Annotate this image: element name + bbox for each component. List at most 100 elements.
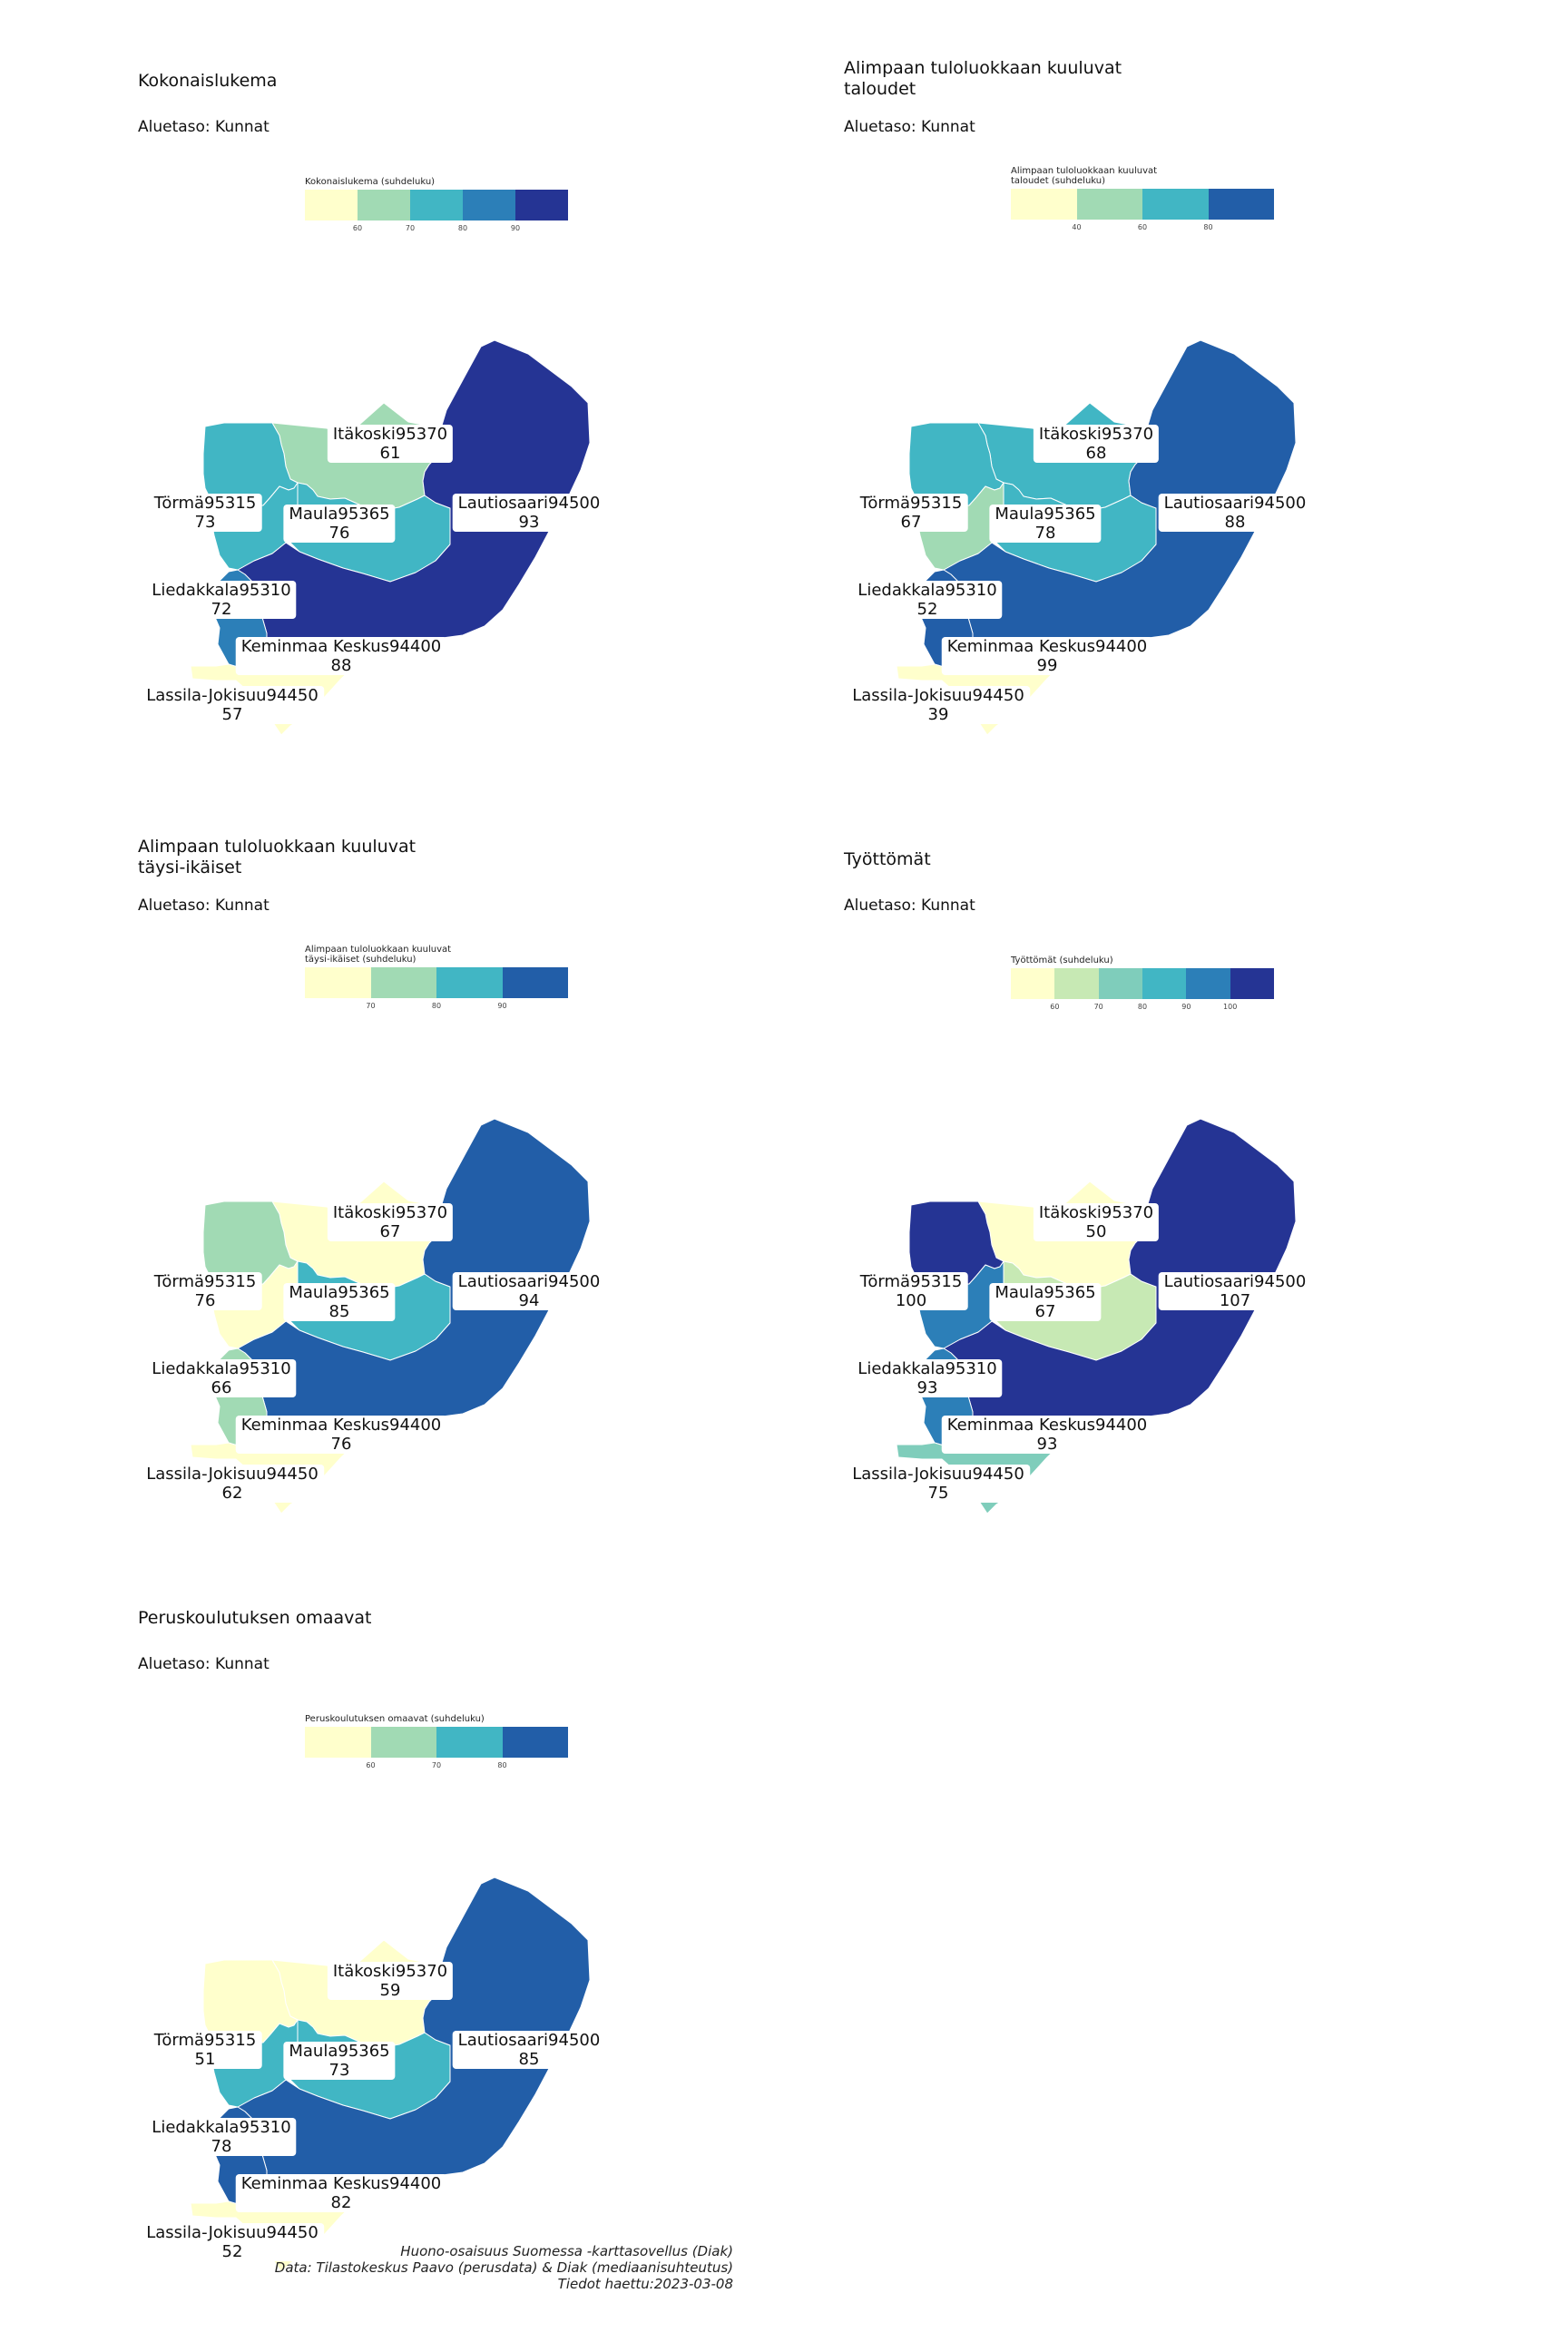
panel-title: Työttömät [844, 849, 931, 869]
region-value: 88 [330, 656, 352, 675]
region-value: 93 [916, 1378, 938, 1397]
region-label: Keminmaa Keskus94400 99 [941, 637, 1153, 675]
region-label: Itäkoski95370 59 [327, 1962, 454, 2000]
legend-tick-label: 70 [366, 1002, 376, 1010]
region-label: Lassila-Jokisuu94450 52 [141, 2223, 324, 2261]
legend-swatch [1076, 189, 1142, 220]
legend-swatch [436, 1727, 503, 1758]
region-name: Lassila-Jokisuu94450 [852, 1465, 1024, 1484]
legend-tick-label: 90 [1181, 1003, 1191, 1011]
region-name: Törmä95315 [153, 494, 257, 513]
region-label: Lassila-Jokisuu94450 75 [847, 1465, 1030, 1503]
panel-subtitle: Aluetaso: Kunnat [844, 897, 975, 915]
region-value: 85 [328, 1302, 350, 1321]
region-value: 57 [221, 705, 243, 724]
legend-swatch [370, 1727, 436, 1758]
legend-swatch [1011, 968, 1055, 999]
legend-swatch [410, 190, 463, 220]
region-label: Keminmaa Keskus94400 93 [941, 1416, 1153, 1454]
region-value: 66 [211, 1378, 232, 1397]
caption-line-3: Tiedot haettu:2023-03-08 [557, 2276, 733, 2292]
legend-swatch [515, 190, 568, 220]
region-value: 93 [1036, 1435, 1058, 1454]
region-name: Itäkoski95370 [1038, 1203, 1154, 1222]
region-value: 85 [518, 2050, 540, 2069]
legend-tick-label: 60 [1137, 223, 1148, 231]
panel-title: Peruskoulutuksen omaavat [138, 1608, 372, 1628]
region-value: 62 [221, 1484, 243, 1503]
legend-tick-label: 40 [1072, 223, 1082, 231]
region-label: Itäkoski95370 67 [327, 1203, 454, 1241]
legend-title: Alimpaan tuloluokkaan kuuluvat taloudet … [1011, 166, 1158, 186]
map-panel-3: Alimpaan tuloluokkaan kuuluvat täysi-ikä… [136, 837, 844, 1550]
region-value: 78 [211, 2137, 232, 2156]
region-value: 67 [1034, 1302, 1056, 1321]
region-label: Itäkoski95370 68 [1033, 425, 1160, 463]
region-label: Maula95365 78 [989, 505, 1102, 543]
legend-tick-label: 70 [405, 224, 416, 232]
legend-color-bar [1011, 968, 1274, 999]
region-name: Itäkoski95370 [332, 1203, 448, 1222]
region-name: Törmä95315 [859, 494, 963, 513]
region-value: 76 [194, 1291, 216, 1310]
legend-ticks: 70 80 90 [305, 998, 568, 1011]
region-label: Lassila-Jokisuu94450 62 [141, 1465, 324, 1503]
panel-subtitle: Aluetaso: Kunnat [138, 118, 270, 136]
region-value: 73 [328, 2061, 350, 2080]
region-name: Lautiosaari94500 [457, 2031, 601, 2050]
region-name: Lautiosaari94500 [1163, 1272, 1307, 1291]
region-label: Törmä95315 73 [148, 494, 262, 532]
legend-tick-label: 60 [366, 1761, 376, 1769]
region-label: Itäkoski95370 61 [327, 425, 454, 463]
region-label: Maula95365 73 [283, 2042, 396, 2080]
region-value: 61 [379, 444, 401, 463]
legend-color-bar [305, 967, 568, 998]
legend-swatch [502, 967, 568, 998]
region-label: Keminmaa Keskus94400 88 [235, 637, 447, 675]
caption-line-1: Huono-osaisuus Suomessa -karttasovellus … [400, 2243, 733, 2259]
region-value: 51 [194, 2050, 216, 2069]
region-label: Maula95365 85 [283, 1283, 396, 1321]
legend-title: Alimpaan tuloluokkaan kuuluvat täysi-ikä… [305, 945, 452, 965]
region-name: Lassila-Jokisuu94450 [146, 686, 318, 705]
legend-tick-label: 90 [497, 1002, 507, 1010]
region-value: 75 [927, 1484, 949, 1503]
caption: Huono-osaisuus Suomessa -karttasovellus … [275, 2243, 733, 2292]
map-panel-2: Alimpaan tuloluokkaan kuuluvat taloudet A… [842, 58, 1550, 771]
region-label: Törmä95315 67 [854, 494, 968, 532]
panel-title: Alimpaan tuloluokkaan kuuluvat täysi-ikä… [138, 837, 416, 877]
legend-tick-label: 80 [1203, 223, 1213, 231]
legend-swatch [1054, 968, 1099, 999]
legend-tick-label: 60 [352, 224, 363, 232]
region-name: Törmä95315 [859, 1272, 963, 1291]
legend-ticks: 60 70 80 [305, 1758, 568, 1770]
region-value: 68 [1085, 444, 1107, 463]
legend-ticks: 60 70 80 90 100 [1011, 999, 1274, 1012]
legend-tick-label: 70 [1093, 1003, 1103, 1011]
region-name: Lassila-Jokisuu94450 [146, 2223, 318, 2242]
legend-color-bar [305, 1727, 568, 1758]
legend-swatch [1011, 189, 1077, 220]
region-label: Keminmaa Keskus94400 76 [235, 1416, 447, 1454]
region-value: 73 [194, 513, 216, 532]
legend-swatch [1230, 968, 1274, 999]
region-name: Keminmaa Keskus94400 [240, 1416, 442, 1435]
legend-tick-label: 80 [457, 224, 468, 232]
legend-swatch [463, 190, 515, 220]
region-value: 39 [927, 705, 949, 724]
legend: Alimpaan tuloluokkaan kuuluvat taloudet … [1011, 166, 1274, 232]
region-name: Itäkoski95370 [332, 1962, 448, 1981]
region-name: Keminmaa Keskus94400 [240, 2174, 442, 2193]
legend-swatch [436, 967, 503, 998]
map-panel-4: Työttömät Aluetaso: Kunnat Työttömät (suhd… [842, 842, 1550, 1550]
legend-title: Työttömät (suhdeluku) [1011, 956, 1113, 965]
region-name: Liedakkala95310 [858, 1359, 997, 1378]
region-value: 50 [1085, 1222, 1107, 1241]
region-name: Lautiosaari94500 [457, 494, 601, 513]
panel-subtitle: Aluetaso: Kunnat [844, 118, 975, 136]
region-value: 67 [379, 1222, 401, 1241]
legend-tick-label: 60 [1050, 1003, 1060, 1011]
region-label: Maula95365 67 [989, 1283, 1102, 1321]
legend-ticks: 40 60 80 [1011, 220, 1274, 232]
region-name: Lautiosaari94500 [457, 1272, 601, 1291]
